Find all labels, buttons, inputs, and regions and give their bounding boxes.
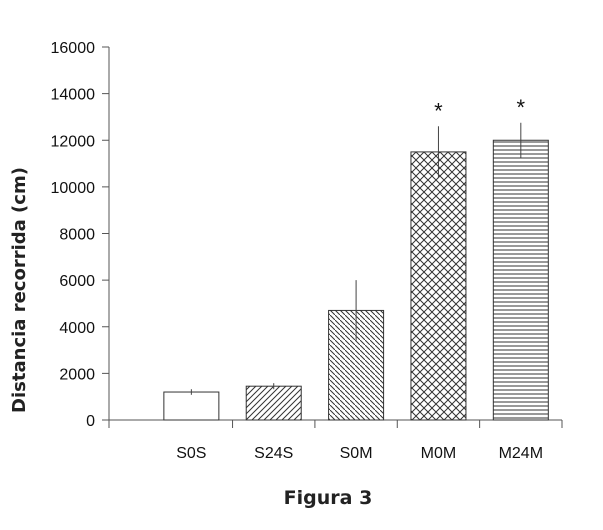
- y-tick-label: 2000: [59, 366, 95, 383]
- figure-caption: Figura 3: [284, 487, 373, 509]
- y-tick-label: 10000: [51, 180, 96, 197]
- y-tick-label: 16000: [51, 40, 96, 57]
- bar-s0s: [163, 391, 220, 421]
- x-tick-label: M24M: [499, 445, 543, 462]
- y-tick-label: 0: [86, 413, 95, 430]
- y-tick-label: 4000: [59, 320, 95, 337]
- x-tick-label: S24S: [254, 445, 293, 462]
- significance-marker: *: [517, 95, 526, 120]
- y-axis: 0 2000 4000 6000 8000 10000 12000 14000 16000: [51, 40, 110, 430]
- y-axis-title: Distancia recorrida (cm): [9, 167, 30, 413]
- significance-marker: *: [434, 98, 443, 123]
- y-tick-label: 8000: [59, 227, 95, 244]
- y-tick-label: 12000: [51, 133, 96, 150]
- y-tick-label: 14000: [51, 87, 96, 104]
- x-axis: S0S S24S S0M M0M M24M: [108, 419, 563, 462]
- bars: * *: [163, 95, 549, 421]
- x-tick-label: M0M: [421, 445, 457, 462]
- bar-m0m: [410, 151, 467, 421]
- bar-s24s: [245, 385, 302, 421]
- y-tick-label: 6000: [59, 273, 95, 290]
- x-tick-label: S0M: [340, 445, 373, 462]
- x-tick-label: S0S: [176, 445, 206, 462]
- bar-m24m: [492, 139, 549, 421]
